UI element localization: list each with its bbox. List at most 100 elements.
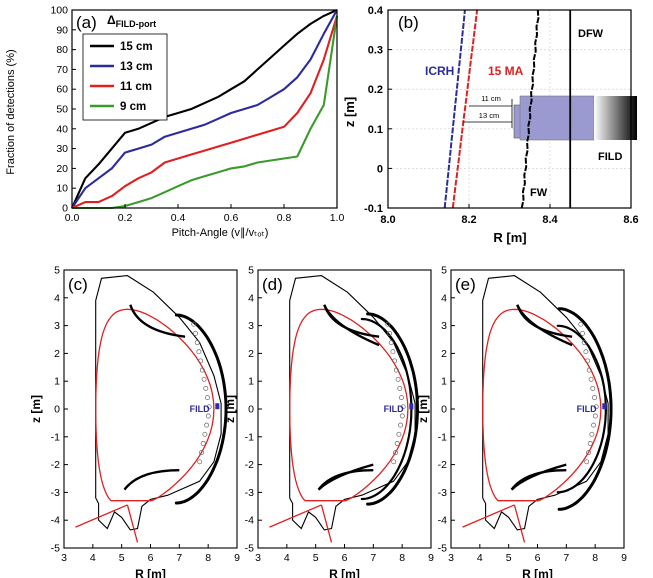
panel-d-x-tick-label: 6	[342, 552, 348, 564]
panel-e-separatrix	[482, 308, 602, 502]
panel-a-x-tick-label: 0.0	[65, 212, 80, 224]
panel-d-orbit-point	[400, 404, 406, 410]
panel-e-orbit-point	[580, 330, 585, 336]
panel-d-orbit-point	[398, 422, 404, 428]
panel-a-legend-label: 9 cm	[120, 101, 146, 113]
panel-a-x-tick-label: 0.2	[118, 212, 133, 224]
panel-a-y-tick-label: 80	[56, 44, 68, 56]
panel-e-y-label: z [m]	[416, 395, 430, 423]
panel-e: FILD 3 4 5 6 7 8 9 -5 -4 -3 -2 -1 0 1 2 3 4 5 (e) R [m] z [m]	[416, 265, 627, 578]
panel-d-y-tick-label: 0	[248, 404, 254, 416]
panel-b-series-line	[443, 9, 466, 209]
panel-a-label: (a)	[76, 13, 97, 32]
panel-a-legend-items: 15 cm 13 cm 11 cm 9 cm	[90, 41, 153, 113]
annotation-fild: FILD	[598, 151, 622, 163]
panel-b-y-tick-label: 0.4	[368, 5, 384, 17]
panel-e-divertor-leg-outer	[513, 504, 526, 543]
panel-c-x-label: R [m]	[135, 567, 166, 578]
panel-a: 0.0 0.2 0.4 0.6 0.8 1.0 0 10 20 30 40 50 60 70 80 90 10…	[5, 5, 344, 240]
panel-e-label: (e)	[455, 275, 476, 294]
panel-e-divertor-leg-inner	[462, 504, 515, 528]
panel-d-frame	[257, 269, 432, 549]
panel-a-y-tick-label: 60	[56, 84, 68, 96]
panel-d-orbit-point	[392, 358, 398, 364]
panel-c-y-label: z [m]	[29, 395, 43, 423]
panel-b-fild-probe	[513, 95, 637, 141]
panel-d-fild-marker	[409, 403, 414, 410]
panel-c-orbit-point	[205, 413, 211, 419]
panel-b-x-tick-label: 8.0	[380, 214, 395, 226]
panel-e-orbit-point	[584, 459, 590, 465]
panel-d-orbit-point	[391, 459, 397, 465]
panel-e-x-tick-label: 5	[506, 552, 512, 564]
panel-c-y-tick-label: -4	[51, 515, 60, 527]
panel-d-y-tick-label: -4	[245, 515, 254, 527]
panel-c: FILD 3 4 5 6 7 8 9 -5 -4 -3 -2 -1 0 1 2 3 4 5 (c) R [m] z [m]	[29, 265, 240, 578]
panel-b-frame	[387, 9, 632, 209]
panel-b-x-ticks: 8.0 8.2 8.4 8.6	[380, 204, 639, 226]
panel-c-orbit-lower-leg	[123, 469, 180, 491]
panel-a-x-tick-label: 1.0	[330, 212, 345, 224]
panel-c-frame	[63, 269, 238, 549]
panel-a-x-tick-label: 0.8	[277, 212, 292, 224]
panel-b-y-ticks: -0.1 0 0.1 0.2 0.3 0.4	[364, 5, 392, 215]
panel-c-fast-ion-orbit	[174, 313, 228, 505]
panel-c-y-tick-label: -3	[51, 487, 60, 499]
panel-a-y-ticks: 0 10 20 30 40 50 60 70 80 90 100	[50, 5, 76, 215]
panel-d-x-label: R [m]	[329, 567, 360, 578]
panel-a-y-tick-label: 100	[50, 5, 68, 17]
panel-e-orbit-point	[588, 376, 594, 382]
panel-c-orbit-point	[201, 376, 207, 382]
panel-d-fast-ion-orbit	[366, 312, 419, 506]
panel-e-fild-label: FILD	[577, 404, 597, 414]
panel-d-orbit-point	[388, 340, 394, 346]
panel-e-orbit-point	[589, 431, 595, 437]
panel-d-y-tick-label: 1	[248, 376, 254, 388]
panel-e-orbit-point	[585, 358, 591, 364]
panel-e-y-tick-label: -3	[438, 487, 447, 499]
panel-c-orbit-point	[194, 340, 200, 346]
panel-c-y-tick-label: -2	[51, 459, 60, 471]
annotation-icrh: ICRH	[425, 64, 454, 78]
panel-c-orbit-point	[197, 459, 203, 465]
panel-d-x-tick-label: 9	[428, 552, 434, 564]
panel-e-y-tick-label: -2	[438, 459, 447, 471]
panel-a-legend-label: 15 cm	[120, 41, 153, 53]
panel-d-orbit-upper-leg	[323, 304, 380, 347]
panel-e-y-tick-label: 3	[441, 320, 447, 332]
panel-e-first-wall	[482, 275, 609, 531]
panel-b-fild-shaft	[594, 96, 637, 140]
panel-c-separatrix	[95, 308, 215, 502]
panel-d-orbit-point	[390, 349, 396, 355]
panel-c-y-tick-label: 5	[54, 265, 60, 277]
panel-d-orbit-point	[394, 441, 400, 446]
panel-e-y-tick-label: -5	[438, 543, 447, 555]
panel-d-orbit-point	[399, 413, 405, 419]
panel-d-orbit-lower-leg	[317, 463, 374, 491]
panel-c-divertor-leg-outer	[126, 504, 139, 543]
panel-b-y-tick-label: 0	[377, 163, 383, 175]
panel-d-first-wall	[289, 275, 416, 531]
panel-d-orbit-point	[395, 376, 401, 382]
panel-c-orbit-point	[206, 404, 212, 410]
panel-d-orbit-point	[387, 330, 392, 336]
panel-d-y-tick-label: -5	[245, 543, 254, 555]
panel-a-y-tick-label: 70	[56, 64, 68, 76]
panel-e-orbit-point	[593, 404, 599, 410]
panel-b-y-label: z [m]	[342, 97, 357, 127]
panel-d-x-tick-label: 8	[399, 552, 405, 564]
panel-c-x-tick-label: 5	[119, 552, 125, 564]
panel-d-y-tick-label: -2	[245, 459, 254, 471]
panel-b-y-tick-label: 0.1	[368, 124, 383, 136]
panel-c-orbit-point	[200, 441, 206, 446]
panel-b-x-tick-label: 8.6	[623, 214, 638, 226]
panel-e-x-tick-label: 9	[621, 552, 627, 564]
panel-b-x-label: R [m]	[493, 230, 526, 245]
panel-e-orbit-point	[586, 450, 591, 456]
panel-a-y-tick-label: 30	[56, 143, 68, 155]
panel-c-fild-marker	[215, 403, 220, 410]
panel-c-orbit-point	[199, 450, 204, 456]
panel-c-orbit-point	[193, 330, 198, 336]
panel-a-series	[71, 9, 339, 210]
